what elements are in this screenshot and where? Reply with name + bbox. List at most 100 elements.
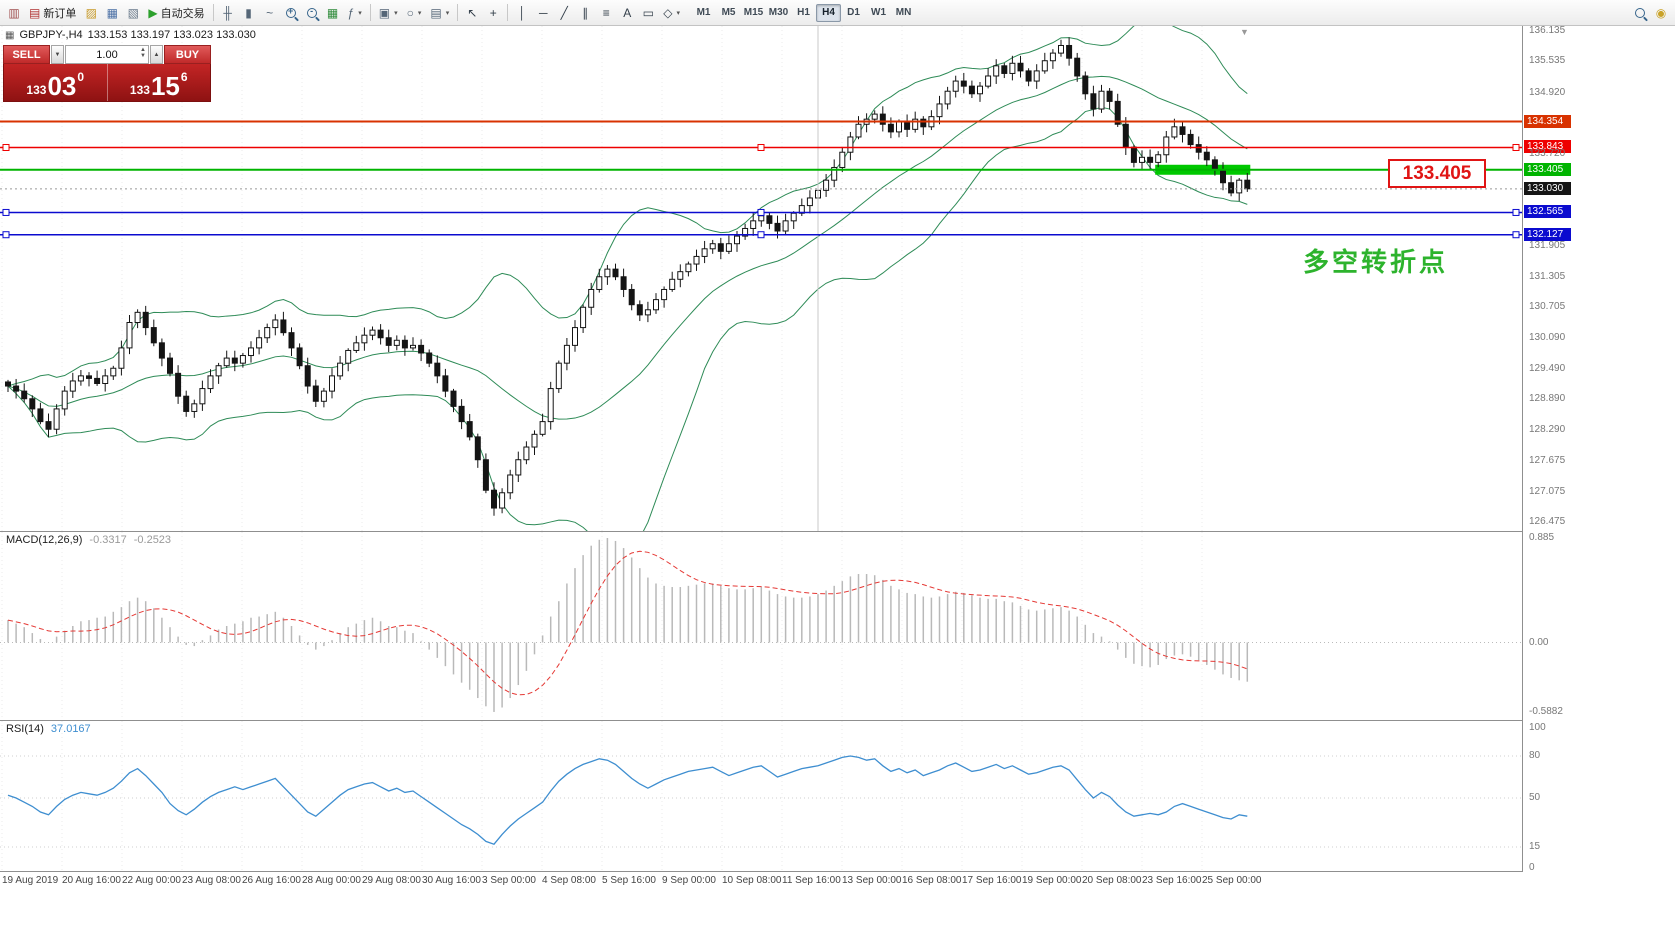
timeframe-w1[interactable]: W1: [871, 7, 887, 18]
buy-price-display[interactable]: 133 15 6: [108, 64, 211, 101]
timeframe-m30[interactable]: M30: [768, 7, 789, 18]
macd-name: MACD(12,26,9): [6, 534, 83, 546]
data-window-button[interactable]: ▧: [123, 3, 143, 23]
buy-button[interactable]: BUY: [164, 45, 211, 64]
sell-price-point: 0: [77, 70, 85, 84]
price-level-label-blue: 132.127: [1524, 227, 1571, 241]
time-axis-label: 3 Sep 00:00: [482, 875, 536, 886]
tile-windows-button[interactable]: ▦: [323, 3, 343, 23]
buy-options-dropdown[interactable]: ▲: [150, 45, 163, 64]
price-callout-label[interactable]: 133.405: [1388, 159, 1486, 188]
profiles-icon: ▨: [85, 5, 98, 20]
spinner-up-icon[interactable]: ▲: [140, 47, 146, 53]
candlestick-chart-canvas[interactable]: [0, 26, 1522, 531]
profiles-button[interactable]: ▨: [81, 3, 101, 23]
timeframe-m1[interactable]: M1: [696, 7, 711, 18]
timeframe-m15[interactable]: M15: [743, 7, 764, 18]
macd-signal-value: -0.2523: [133, 534, 172, 546]
zoom-out-button[interactable]: -: [302, 3, 322, 23]
time-axis-label: 30 Aug 16:00: [422, 875, 481, 886]
fibonacci-button[interactable]: ≡: [596, 3, 616, 23]
trade-panel-divider: [106, 64, 108, 101]
crosshair-button[interactable]: +: [483, 3, 503, 23]
toolbar: ▥ ▤ 新订单 ▨ ▦ ▧ ▶ 自动交易 ╫ ▮ ~ + - ▦ ƒ ▾ ▣ ▾ ○ ▾ ▤ ▾ ↖ + │ ─ ╱ ∥ ≡ A ▭ ◇ ▾ M1…: [0, 0, 1675, 26]
one-click-trading-panel: SELL ▼ 1.00 ▲ ▼ ▲ BUY 133: [3, 45, 211, 102]
line-chart-icon: ~: [266, 5, 274, 20]
crosshair-icon: +: [489, 5, 497, 20]
time-axis[interactable]: 19 Aug 2019 20 Aug 16:00 22 Aug 00:00 23 Au…: [0, 872, 1522, 890]
fibonacci-icon: ≡: [602, 5, 610, 20]
caret-down-icon: ▾: [394, 9, 398, 17]
timeframe-m5[interactable]: M5: [721, 7, 736, 18]
trendline-icon: ╱: [560, 5, 568, 20]
charts-menu-button[interactable]: ▣ ▾: [375, 3, 402, 23]
rsi-axis-label: 100: [1529, 722, 1546, 733]
rsi-canvas[interactable]: [0, 721, 1522, 871]
price-tick: 135.535: [1529, 55, 1566, 67]
market-watch-button[interactable]: ▦: [102, 3, 122, 23]
symbol-name: GBPJPY-,H4: [19, 29, 83, 41]
time-axis-label: 17 Sep 16:00: [962, 875, 1022, 886]
auto-trading-button-label: 自动交易: [160, 7, 205, 20]
magnifier-minus-icon: -: [306, 6, 317, 18]
price-axis-border: [1522, 26, 1523, 872]
volume-input[interactable]: 1.00 ▲ ▼: [65, 45, 149, 64]
vertical-line-button[interactable]: │: [512, 3, 532, 23]
symbol-ohlc: 133.153 133.197 133.023 133.030: [87, 29, 256, 41]
rsi-label: RSI(14) 37.0167: [6, 723, 91, 735]
main-chart-panel[interactable]: ▦ GBPJPY-,H4 133.153 133.197 133.023 133…: [0, 26, 1522, 531]
price-axis[interactable]: 136.135 135.535 134.920 134.354 133.843 133.7…: [1523, 25, 1675, 873]
new-chart-icon: ▥: [8, 5, 20, 20]
candle-chart-button[interactable]: ▮: [239, 3, 259, 23]
arrows-button[interactable]: ▭: [638, 3, 658, 23]
volume-spinner[interactable]: ▲ ▼: [140, 47, 146, 59]
trendline-button[interactable]: ╱: [554, 3, 574, 23]
sell-options-dropdown[interactable]: ▼: [51, 45, 64, 64]
horizontal-line-button[interactable]: ─: [533, 3, 553, 23]
timeframe-h4[interactable]: H4: [816, 3, 842, 22]
channel-icon: ∥: [582, 5, 589, 20]
timeframe-h1[interactable]: H1: [797, 7, 810, 18]
sell-button[interactable]: SELL: [3, 45, 50, 64]
auto-trading-button[interactable]: ▶ 自动交易: [144, 3, 208, 23]
spinner-down-icon[interactable]: ▼: [140, 53, 146, 59]
buy-price-major: 133: [129, 83, 150, 97]
timeframe-mn[interactable]: MN: [895, 7, 912, 18]
line-chart-button[interactable]: ~: [260, 3, 280, 23]
panel-splitter-rsi[interactable]: [0, 720, 1675, 721]
macd-axis-label: -0.5882: [1529, 706, 1563, 717]
community-button[interactable]: ◉: [1651, 3, 1671, 23]
shapes-button[interactable]: ◇ ▾: [659, 3, 684, 23]
search-button[interactable]: [1630, 3, 1650, 23]
bar-chart-button[interactable]: ╫: [218, 3, 238, 23]
vertical-line-icon: │: [518, 5, 527, 20]
time-axis-label: 13 Sep 00:00: [842, 875, 902, 886]
turning-point-annotation[interactable]: 多空转折点: [1303, 247, 1449, 277]
sell-price-pips: 03: [47, 71, 77, 101]
price-tick: 130.090: [1529, 332, 1566, 344]
indicators-button[interactable]: ƒ ▾: [344, 3, 366, 23]
timeframe-d1[interactable]: D1: [847, 7, 860, 18]
chart-shift-marker[interactable]: ▼: [1240, 27, 1249, 37]
periods-menu-button[interactable]: ○ ▾: [403, 3, 426, 23]
sell-price-display[interactable]: 133 03 0: [4, 64, 107, 101]
channel-button[interactable]: ∥: [575, 3, 595, 23]
price-tick: 130.705: [1529, 300, 1566, 312]
time-axis-label: 4 Sep 08:00: [542, 875, 596, 886]
new-chart-button[interactable]: ▥: [4, 3, 24, 23]
macd-canvas[interactable]: [0, 532, 1522, 720]
rsi-panel[interactable]: RSI(14) 37.0167: [0, 721, 1522, 871]
clock-icon: ○: [406, 5, 414, 20]
rsi-axis-label: 0: [1529, 862, 1535, 873]
panel-splitter-macd[interactable]: [0, 531, 1675, 532]
zoom-in-button[interactable]: +: [281, 3, 301, 23]
new-order-button[interactable]: ▤ 新订单: [25, 3, 80, 23]
volume-value: 1.00: [96, 48, 118, 61]
cursor-button[interactable]: ↖: [462, 3, 482, 23]
macd-panel[interactable]: MACD(12,26,9) -0.3317 -0.2523: [0, 532, 1522, 720]
caret-down-icon: ▼: [54, 51, 61, 58]
templates-menu-button[interactable]: ▤ ▾: [426, 3, 453, 23]
bar-chart-icon: ╫: [223, 5, 232, 20]
text-button[interactable]: A: [617, 3, 637, 23]
caret-down-icon: ▾: [358, 9, 362, 17]
